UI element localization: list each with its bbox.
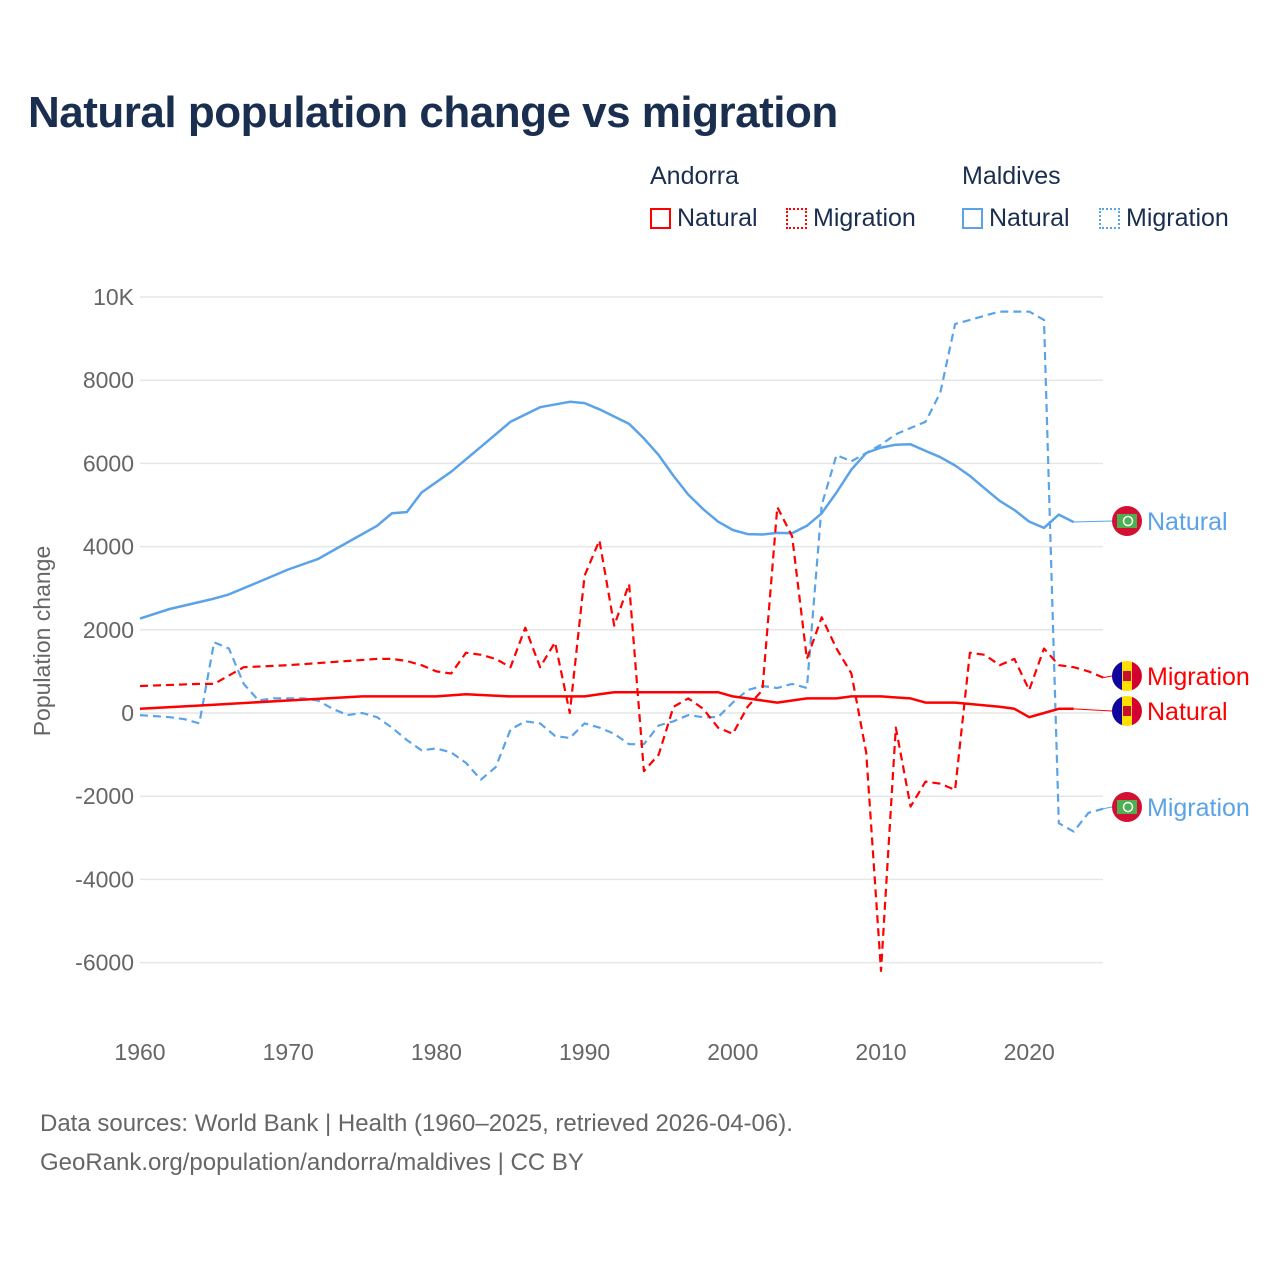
andorra-flag-icon: [1132, 661, 1142, 691]
legend-label: Natural: [677, 204, 758, 232]
y-tick-label: 2000: [83, 617, 134, 643]
legend-swatch: [650, 208, 671, 229]
andorra-coat-icon: [1123, 706, 1131, 716]
label-connector: [1073, 708, 1113, 712]
andorra-coat-icon: [1123, 671, 1131, 681]
y-tick-label: -6000: [75, 950, 134, 976]
x-tick-label: 1970: [263, 1039, 314, 1065]
legend-label: Natural: [989, 204, 1070, 232]
crescent-icon: [1122, 515, 1134, 527]
y-axis-label: Population change: [29, 546, 55, 737]
legend-maldives-migration[interactable]: Migration: [1099, 204, 1229, 233]
end-label: Migration: [1147, 794, 1250, 822]
chart-title: Natural population change vs migration: [28, 88, 838, 137]
x-tick-label: 1960: [114, 1039, 165, 1065]
legend-andorra-migration[interactable]: Migration: [786, 204, 916, 233]
series-line-andorra-migration: [139, 506, 1104, 973]
legend-group-maldives: Maldives: [962, 162, 1061, 190]
label-connector: [1103, 675, 1113, 679]
y-tick-label: 0: [121, 700, 134, 726]
legend-swatch: [786, 208, 807, 229]
legend-maldives-natural[interactable]: Natural: [962, 204, 1070, 233]
andorra-flag-icon: [1112, 661, 1122, 691]
end-label: Natural: [1147, 508, 1228, 536]
crescent-icon: [1122, 801, 1134, 813]
y-tick-label: 10K: [93, 284, 135, 310]
y-tick-label: 6000: [83, 450, 134, 476]
y-tick-label: -4000: [75, 866, 134, 892]
legend-group-andorra: Andorra: [650, 162, 739, 190]
label-connector: [1103, 806, 1113, 810]
y-tick-label: 4000: [83, 534, 134, 560]
y-tick-label: -2000: [75, 783, 134, 809]
end-label: Migration: [1147, 663, 1250, 691]
andorra-flag-icon: [1112, 696, 1122, 726]
maldives-flag-icon: [1117, 514, 1137, 528]
source-line-2: GeoRank.org/population/andorra/maldives …: [40, 1149, 584, 1176]
x-tick-label: 2020: [1004, 1039, 1055, 1065]
legend-swatch: [1099, 208, 1120, 229]
andorra-flag-icon: [1132, 696, 1142, 726]
x-tick-label: 1980: [411, 1039, 462, 1065]
legend-swatch: [962, 208, 983, 229]
series-line-maldives-natural: [139, 400, 1075, 620]
maldives-flag-icon: [1117, 800, 1137, 814]
x-tick-label: 1990: [559, 1039, 610, 1065]
x-tick-label: 2010: [855, 1039, 906, 1065]
y-tick-label: 8000: [83, 367, 134, 393]
source-line-1: Data sources: World Bank | Health (1960–…: [40, 1110, 793, 1137]
legend-andorra-natural[interactable]: Natural: [650, 204, 758, 233]
series-line-andorra-natural: [139, 690, 1074, 719]
label-connector: [1073, 520, 1113, 523]
legend-label: Migration: [1126, 204, 1229, 232]
end-label: Natural: [1147, 698, 1228, 726]
x-tick-label: 2000: [707, 1039, 758, 1065]
legend-label: Migration: [813, 204, 916, 232]
